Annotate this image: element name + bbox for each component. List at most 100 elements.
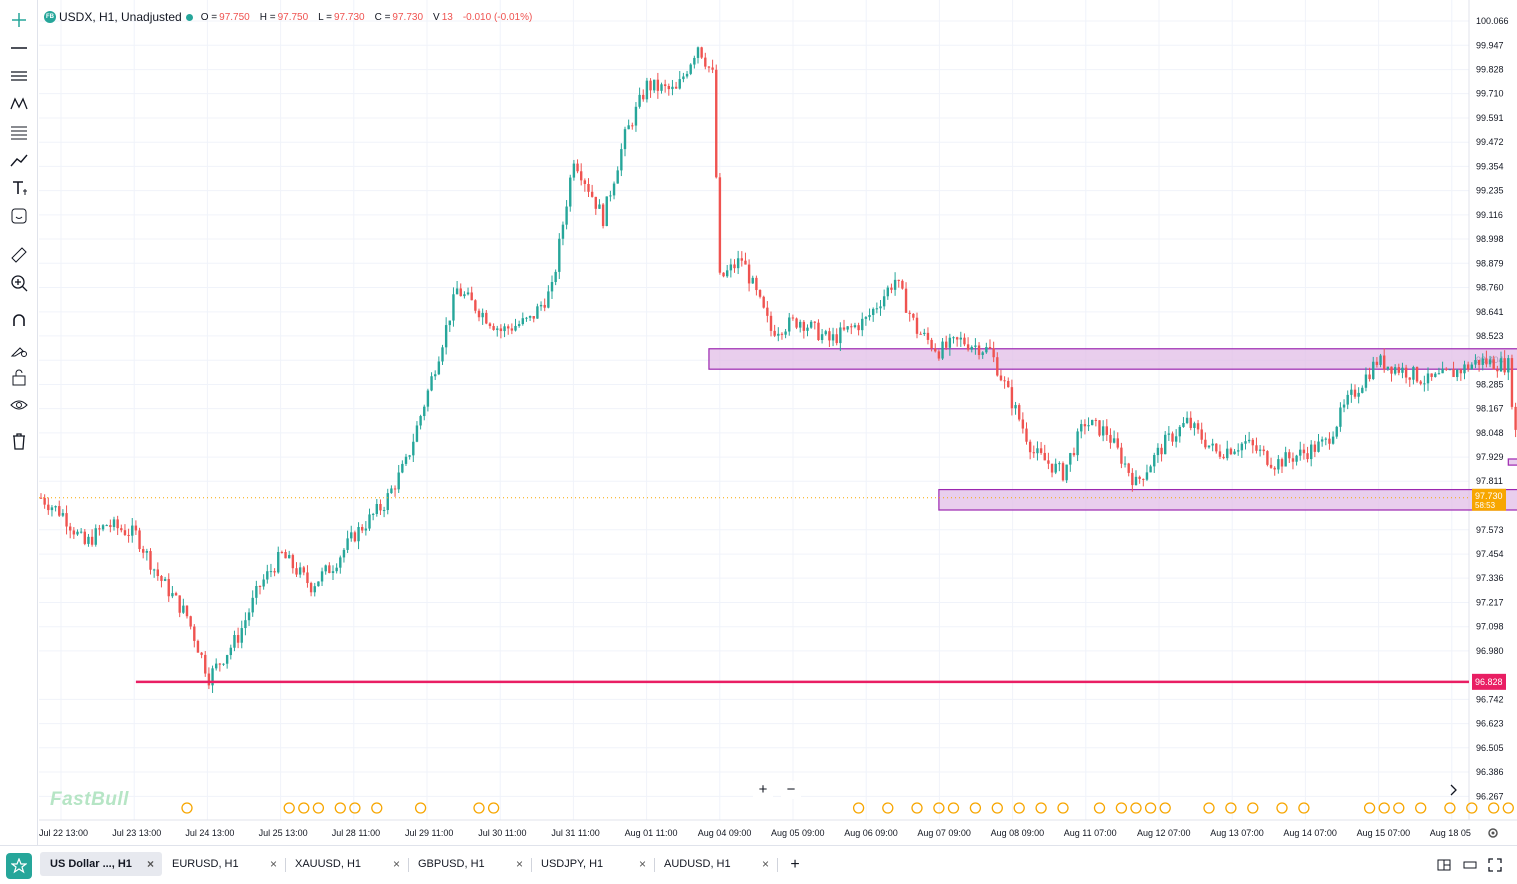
candle-body (240, 628, 243, 643)
candle-body (813, 321, 816, 323)
candle-body (163, 579, 167, 581)
candle-body (890, 287, 893, 290)
settings-gear-icon[interactable] (1486, 826, 1500, 840)
candle-body (930, 339, 933, 349)
tab-usdjpy[interactable]: USDJPY, H1 × (531, 852, 654, 876)
candle-body (846, 326, 849, 330)
chart-area[interactable]: 100.066 99.947 99.828 99.710 99.591 99.472 99.… (39, 0, 1517, 845)
candle-body (426, 390, 430, 407)
zoom-in-icon[interactable] (8, 272, 30, 294)
candle-body (1459, 369, 1463, 374)
tab-audusd[interactable]: AUDUSD, H1 × (654, 852, 777, 876)
scroll-right-icon[interactable] (1446, 783, 1460, 797)
economic-event-icon (473, 802, 485, 814)
candle-body (572, 163, 576, 178)
crosshair-icon[interactable] (8, 9, 30, 31)
favorite-star-icon[interactable] (6, 853, 32, 879)
candle-body (215, 663, 218, 669)
close-tab-icon[interactable]: × (761, 857, 769, 871)
ruler-icon[interactable] (8, 244, 30, 266)
lock-icon[interactable] (8, 366, 30, 388)
symbol-name[interactable]: USDX, H1, Unadjusted (59, 10, 182, 24)
candle-body (1189, 417, 1192, 428)
minimize-icon[interactable] (1461, 856, 1479, 874)
tab-eurusd[interactable]: EURUSD, H1 × (162, 852, 285, 876)
zoom-out-button[interactable]: − (781, 781, 801, 799)
candle-body (1510, 358, 1514, 407)
trend-line-icon[interactable] (8, 37, 30, 59)
layout-icon[interactable] (1435, 856, 1453, 874)
pattern-icon[interactable] (8, 93, 30, 115)
candle-body (660, 84, 663, 91)
candle-body (1441, 368, 1444, 374)
candle-body (959, 337, 962, 340)
candle-body (1503, 358, 1506, 373)
candle-body (1083, 424, 1087, 427)
candle-body (1094, 419, 1098, 421)
candle-body (182, 605, 185, 613)
candle-body (1375, 361, 1379, 365)
candle-body (893, 279, 897, 290)
close-tab-icon[interactable]: × (638, 857, 646, 871)
horizontal-lines-icon[interactable] (8, 65, 30, 87)
close-tab-icon[interactable]: × (146, 857, 154, 871)
candle-body (54, 506, 57, 508)
candle-body (1383, 355, 1386, 370)
tab-xauusd[interactable]: XAUUSD, H1 × (285, 852, 408, 876)
x-tick-label: Jul 23 13:00 (112, 828, 161, 838)
candle-body (65, 513, 68, 527)
candle-body (379, 503, 382, 511)
candle-body (109, 525, 112, 527)
economic-event-icon (1144, 802, 1157, 814)
candle-body (43, 497, 46, 505)
candle-body (1397, 367, 1400, 373)
level-price-badge (1472, 673, 1506, 690)
tab-gbpusd[interactable]: GBPUSD, H1 × (408, 852, 531, 876)
candle-body (324, 565, 327, 572)
draw-mode-icon[interactable] (8, 338, 30, 360)
candle-body (623, 129, 627, 150)
close-tab-icon[interactable]: × (515, 857, 523, 871)
zone-minor (1507, 458, 1517, 466)
candle-body (1105, 426, 1108, 435)
x-tick-label: Aug 13 07:00 (1210, 828, 1264, 838)
candle-body (897, 279, 900, 281)
line-tool-icon[interactable] (8, 149, 30, 171)
candle-body (1109, 434, 1112, 443)
text-icon[interactable] (8, 177, 30, 199)
x-tick-label: Jul 29 11:00 (405, 828, 453, 838)
zoom-in-button[interactable]: + (753, 781, 773, 799)
x-tick-label: Aug 08 09:00 (991, 828, 1045, 838)
emoji-icon[interactable] (8, 205, 30, 227)
candle-body (649, 80, 652, 91)
candle-body (1156, 447, 1160, 456)
candle-body (149, 551, 152, 570)
candle-body (266, 571, 269, 580)
candle-body (696, 47, 700, 58)
candle-body (1087, 425, 1090, 427)
y-tick-label: 96.386 (1476, 767, 1504, 777)
x-tick-label: Jul 22 13:00 (39, 828, 88, 838)
fullscreen-icon[interactable] (1486, 856, 1504, 874)
eye-icon[interactable] (8, 394, 30, 416)
add-tab-button[interactable]: + (790, 856, 800, 873)
candle-body (565, 206, 568, 225)
candle-body (937, 351, 941, 359)
candle-body (1080, 424, 1083, 432)
candle-body (886, 287, 889, 297)
volume-label: V (433, 11, 440, 23)
economic-event-icon (371, 802, 383, 814)
price-chart[interactable]: 100.066 99.947 99.828 99.710 99.591 99.472 99.… (39, 0, 1517, 845)
trash-icon[interactable] (8, 430, 30, 452)
candle-body (1218, 451, 1222, 457)
tab-divider (408, 858, 409, 872)
candle-body (1240, 443, 1244, 451)
close-tab-icon[interactable]: × (269, 857, 277, 871)
candle-body (47, 504, 50, 511)
close-tab-icon[interactable]: × (392, 857, 400, 871)
candle-body (773, 330, 776, 336)
magnet-icon[interactable] (8, 310, 30, 332)
fib-icon[interactable] (8, 121, 30, 143)
tab-usdx[interactable]: US Dollar ..., H1 × (40, 852, 162, 876)
candle-body (1277, 459, 1280, 470)
